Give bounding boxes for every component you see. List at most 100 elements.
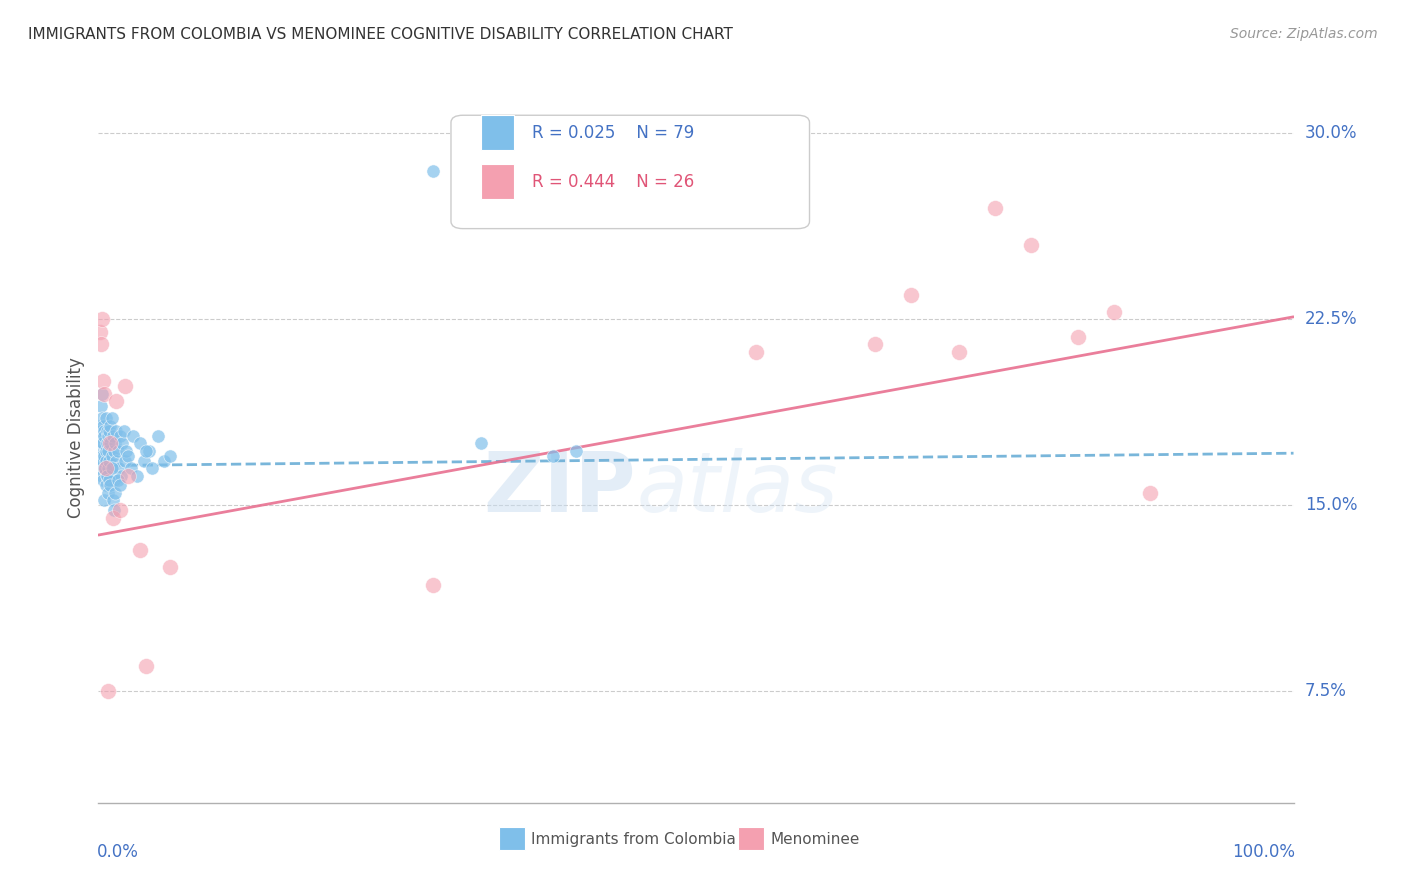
Point (135, 659, 157, 673)
Point (98, 453, 121, 467)
Point (100, 461, 122, 475)
Point (100, 411, 122, 425)
Y-axis label: Cognitive Disability: Cognitive Disability (66, 357, 84, 517)
Point (98, 474, 121, 488)
Point (135, 443, 157, 458)
Point (138, 443, 160, 458)
Point (96, 424, 118, 438)
Text: ZIP: ZIP (484, 448, 637, 529)
Point (948, 344, 970, 359)
Point (105, 453, 128, 467)
Point (117, 468, 139, 483)
Point (422, 577, 444, 591)
Point (94, 443, 117, 458)
Point (94, 461, 117, 475)
Point (101, 461, 124, 475)
Point (91, 474, 114, 488)
Text: 0.0%: 0.0% (97, 843, 139, 861)
Text: Menominee: Menominee (770, 832, 859, 847)
Point (159, 449, 181, 463)
Text: R = 0.025    N = 79: R = 0.025 N = 79 (533, 124, 695, 142)
Point (93, 461, 115, 475)
Bar (499, 827, 524, 850)
Point (159, 560, 181, 574)
Point (101, 510, 124, 524)
Point (91, 449, 114, 463)
Point (98, 478, 122, 492)
Point (108, 478, 131, 492)
Text: atlas: atlas (637, 448, 838, 529)
Point (153, 453, 176, 467)
Point (122, 429, 145, 443)
Point (132, 453, 155, 467)
Bar (738, 827, 763, 850)
Point (90, 337, 112, 351)
Text: 15.0%: 15.0% (1305, 496, 1357, 515)
Bar (481, 115, 515, 151)
Point (100, 449, 122, 463)
Point (120, 461, 142, 475)
Point (96, 468, 118, 483)
Point (91, 468, 114, 483)
Point (98, 418, 122, 433)
Point (111, 436, 134, 450)
Point (1139, 486, 1161, 500)
Point (865, 337, 887, 351)
Point (90, 453, 112, 467)
Point (1104, 305, 1126, 319)
Point (91, 411, 114, 425)
Text: 22.5%: 22.5% (1305, 310, 1357, 328)
Point (141, 461, 163, 475)
Point (125, 468, 148, 483)
Point (91, 374, 114, 388)
Point (114, 453, 136, 467)
Point (129, 436, 152, 450)
Point (112, 424, 135, 438)
Point (984, 201, 1007, 215)
Point (94, 411, 117, 425)
Point (91, 418, 114, 433)
Point (93, 449, 115, 463)
Point (93, 493, 115, 508)
Point (105, 394, 128, 409)
Point (97, 443, 120, 458)
Text: 7.5%: 7.5% (1305, 682, 1347, 700)
Point (104, 436, 127, 450)
Point (97, 486, 120, 500)
Point (98, 474, 122, 488)
Point (105, 424, 128, 438)
Point (97, 461, 120, 475)
Point (115, 443, 138, 458)
Point (98, 436, 122, 450)
Point (107, 443, 129, 458)
Text: Source: ZipAtlas.com: Source: ZipAtlas.com (1230, 27, 1378, 41)
Point (89, 429, 111, 443)
Point (91, 436, 114, 450)
Point (98, 436, 122, 450)
Point (89, 461, 111, 475)
Text: IMMIGRANTS FROM COLOMBIA VS MENOMINEE COGNITIVE DISABILITY CORRELATION CHART: IMMIGRANTS FROM COLOMBIA VS MENOMINEE CO… (28, 27, 733, 42)
Point (110, 468, 132, 483)
Point (91, 436, 114, 450)
Point (114, 379, 136, 393)
Point (565, 443, 588, 458)
Point (94, 478, 117, 492)
Point (422, 163, 444, 178)
Point (89, 418, 111, 433)
Point (101, 493, 124, 508)
Point (93, 386, 115, 401)
Point (90, 443, 112, 458)
Text: 30.0%: 30.0% (1305, 124, 1357, 143)
Point (1019, 238, 1042, 252)
Point (900, 287, 922, 301)
Point (108, 503, 131, 517)
Point (541, 449, 564, 463)
Point (107, 474, 129, 488)
Point (94, 453, 117, 467)
Text: Immigrants from Colombia: Immigrants from Colombia (531, 832, 735, 847)
Point (91, 453, 114, 467)
Point (1067, 329, 1090, 343)
Point (470, 436, 492, 450)
Bar (481, 164, 515, 199)
Point (93, 424, 115, 438)
